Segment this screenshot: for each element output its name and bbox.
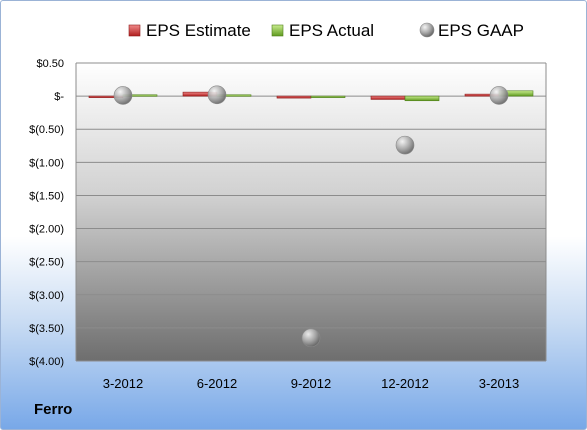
legend-label: EPS Actual [289,21,374,40]
x-tick-label: 9-2012 [291,376,331,391]
eps-estimate-bar [276,95,312,99]
x-tick-label: 12-2012 [381,376,429,391]
y-tick-label: $(4.00) [29,356,64,368]
x-tick-label: 3-2013 [479,376,519,391]
legend-swatch-gaap [419,22,435,38]
plot-area [76,63,546,361]
eps-gaap-marker [113,86,133,105]
eps-gaap-marker [207,85,227,105]
eps-estimate-bar [370,95,406,100]
y-tick-label: $(2.00) [29,224,64,236]
legend-label: EPS GAAP [438,21,524,40]
y-tick-label: $0.50 [36,58,64,70]
eps-gaap-marker [489,86,509,105]
legend-label: EPS Estimate [146,21,251,40]
eps-actual-bar [310,95,346,98]
y-tick-label: $(1.00) [29,157,64,169]
y-tick-label: $(3.00) [29,290,64,302]
eps-actual-bar [404,95,440,102]
company-label: Ferro [34,401,73,418]
eps-gaap-marker [395,135,415,155]
legend-swatch-estimate [128,24,141,37]
eps-gaap-marker [301,328,321,348]
y-tick-label: $(3.50) [29,323,64,335]
legend-swatch-actual [271,24,284,37]
x-tick-label: 3-2012 [103,376,143,391]
x-tick-label: 6-2012 [197,376,237,391]
y-tick-label: $- [54,91,64,103]
y-tick-label: $(1.50) [29,190,64,202]
y-tick-label: $(0.50) [29,124,64,136]
y-tick-label: $(2.50) [29,257,64,269]
